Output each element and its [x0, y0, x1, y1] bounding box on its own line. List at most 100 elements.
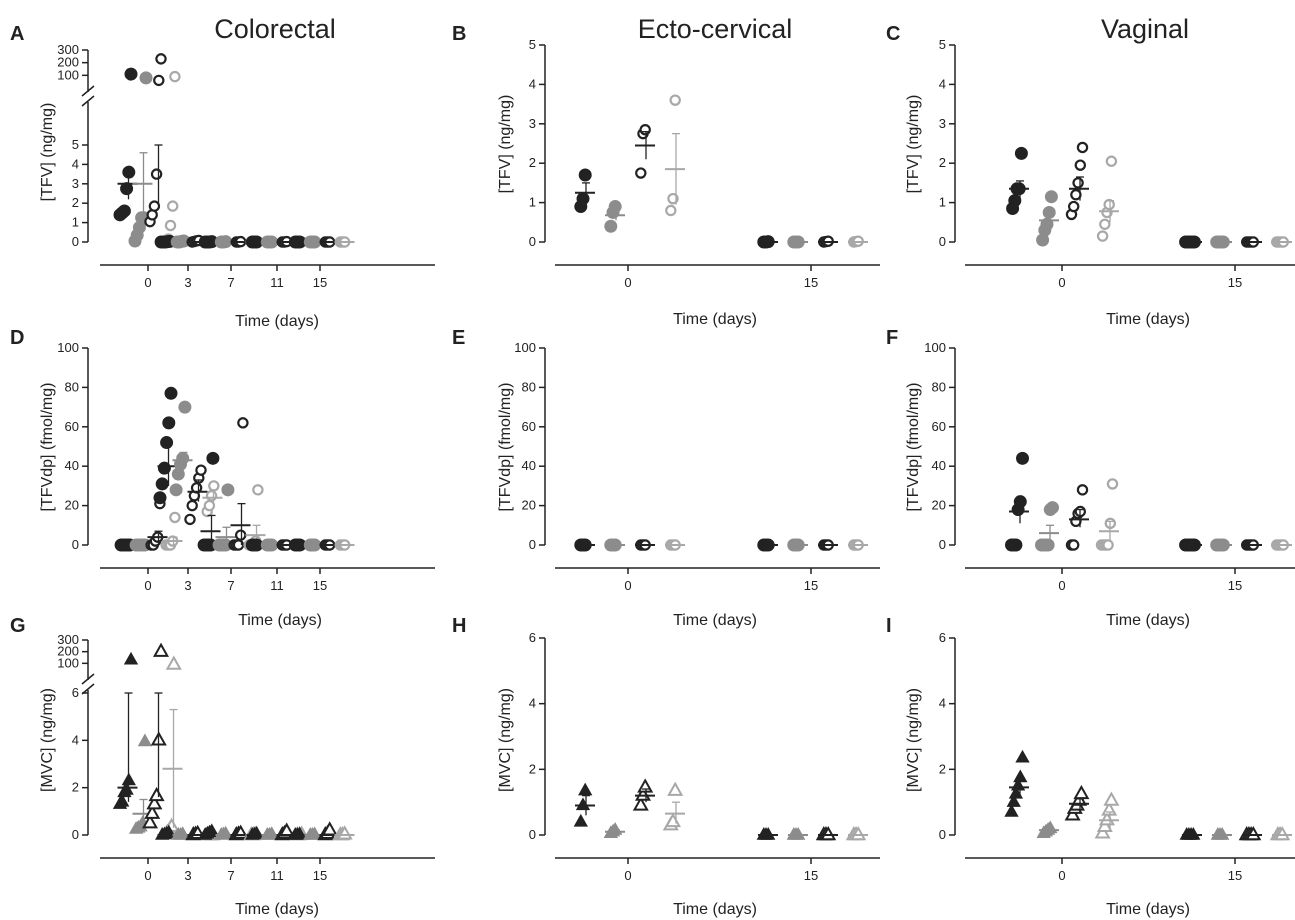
data-point: [1006, 794, 1021, 807]
data-point: [186, 499, 198, 512]
y-tick-label: 4: [939, 696, 946, 711]
x-tick-label: 7: [227, 578, 234, 593]
data-point: [124, 67, 138, 81]
x-tick-label: 7: [227, 868, 234, 883]
panel-letter: D: [10, 327, 24, 349]
data-point: [164, 386, 178, 400]
y-tick-label: 5: [72, 137, 79, 152]
axis-break-mark: [81, 95, 95, 107]
data-point: [639, 124, 651, 136]
panel-i: I [MVC] (ng/mg) Time (days) 0 2 4 6 0 15: [886, 615, 1295, 918]
data-point: [120, 182, 134, 196]
y-tick-label: 60: [932, 419, 946, 434]
data-point: [1014, 146, 1028, 160]
panel-b: B [TFV] (ng/mg) Time (days) 0 1 2 3 4 5 0 15: [452, 23, 880, 328]
column-title-vaginal: Vaginal: [1101, 14, 1189, 44]
panel-f: F [TFVdp] (fmol/mg) Time (days) 0 20 40 60 8…: [886, 327, 1295, 629]
y-tick-label: 20: [932, 498, 946, 513]
panel-letter: F: [886, 327, 898, 349]
y-tick-label: 2: [529, 761, 536, 776]
data-point: [1274, 825, 1291, 841]
y-tick-label: 0: [939, 537, 946, 552]
panel-letter: B: [452, 23, 466, 45]
data-point: [1074, 159, 1087, 171]
x-tick-label: 0: [144, 868, 151, 883]
data-point: [791, 826, 806, 840]
y-tick-label: 100: [514, 340, 536, 355]
y-tick-label: 6: [529, 630, 536, 645]
data-point: [1103, 198, 1115, 211]
y-axis-label: [TFV] (ng/mg): [497, 95, 514, 194]
data-point: [1073, 784, 1090, 800]
data-point: [205, 490, 218, 502]
data-point: [153, 491, 167, 505]
data-point: [576, 192, 590, 206]
data-point: [820, 825, 837, 841]
data-point: [578, 782, 593, 796]
y-axis-label: [TFV] (ng/mg): [39, 103, 56, 202]
x-tick-label: 0: [624, 275, 631, 290]
x-tick-label: 11: [270, 578, 284, 593]
y-tick-label: 60: [65, 419, 79, 434]
y-tick-label: 6: [939, 630, 946, 645]
y-tick-label: 100: [57, 67, 79, 82]
data-point: [1044, 190, 1058, 204]
data-point: [157, 461, 171, 475]
data-point: [1004, 803, 1019, 817]
data-point: [1215, 826, 1230, 840]
data-point: [203, 499, 216, 512]
data-point: [206, 451, 220, 465]
x-tick-label: 15: [804, 578, 818, 593]
data-point: [1096, 230, 1109, 242]
data-point: [165, 655, 182, 670]
axis-break-mark: [81, 85, 95, 97]
data-point: [608, 200, 622, 214]
data-point: [155, 477, 169, 491]
data-point: [162, 416, 176, 430]
y-axis-label: [TFVdp] (fmol/mg): [905, 383, 922, 512]
panel-h: H [MVC] (ng/mg) Time (days) 0 2 4 6 0 15: [452, 615, 880, 918]
panel-letter: I: [886, 615, 892, 637]
y-tick-label: 20: [522, 498, 536, 513]
data-point: [153, 74, 165, 87]
data-point: [1009, 538, 1023, 552]
x-axis-label: Time (days): [673, 311, 757, 328]
y-tick-label: 4: [939, 76, 946, 91]
panel-letter: E: [452, 327, 465, 349]
y-tick-label: 4: [72, 732, 79, 747]
data-point: [635, 167, 647, 179]
x-tick-label: 15: [313, 868, 327, 883]
data-point: [152, 642, 170, 657]
y-tick-label: 60: [522, 419, 536, 434]
x-tick-label: 0: [624, 578, 631, 593]
panel-d: D [TFVdp] (fmol/mg) Time (days) 0 20 40 60 8…: [10, 327, 435, 629]
y-tick-label: 4: [529, 76, 536, 91]
x-axis-label: Time (days): [1106, 901, 1190, 918]
x-axis-label: Time (days): [1106, 612, 1190, 629]
panel-c: C [TFV] (ng/mg) Time (days) 0 1 2 3 4 5 0 15: [886, 23, 1295, 328]
x-tick-label: 7: [227, 275, 234, 290]
axis-break-mark: [81, 673, 95, 685]
panel-letter: G: [10, 615, 26, 637]
data-point: [195, 464, 207, 476]
data-point: [252, 484, 264, 496]
y-tick-label: 3: [72, 176, 79, 191]
data-point: [164, 219, 177, 232]
x-tick-label: 3: [184, 275, 191, 290]
data-point: [604, 219, 618, 233]
data-point: [1245, 825, 1262, 841]
data-point: [850, 825, 867, 841]
y-tick-label: 80: [522, 379, 536, 394]
data-point: [139, 71, 153, 85]
x-tick-label: 15: [1228, 275, 1242, 290]
y-tick-label: 1: [72, 215, 79, 230]
data-point: [667, 192, 679, 205]
y-axis-label: [TFV] (ng/mg): [905, 95, 922, 194]
y-axis-label: [MVC] (ng/mg): [39, 688, 56, 792]
y-tick-label: 0: [529, 827, 536, 842]
data-point: [573, 813, 588, 827]
panel-letter: H: [452, 615, 466, 637]
y-tick-label: 40: [932, 458, 946, 473]
y-tick-label: 4: [72, 156, 79, 171]
